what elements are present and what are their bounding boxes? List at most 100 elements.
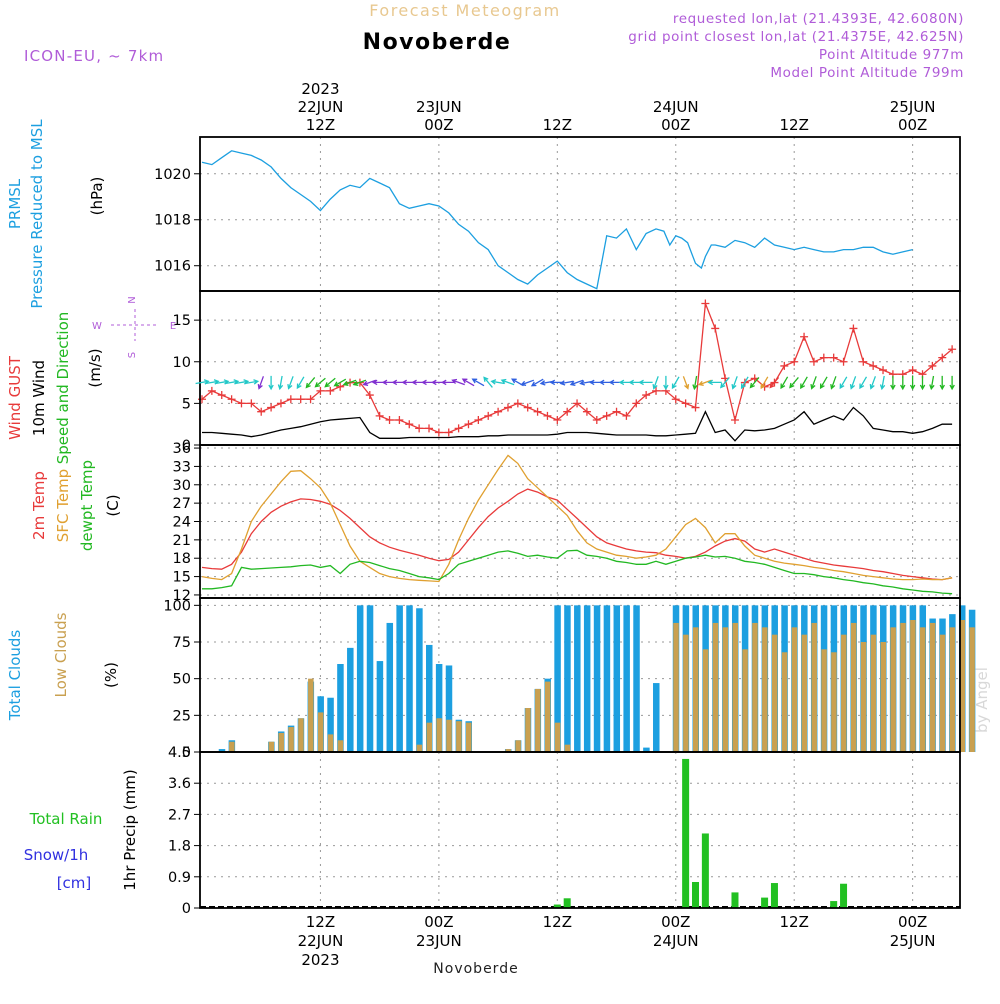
y-tick-label: 10 bbox=[173, 355, 191, 371]
time-label-top: 23JUN bbox=[416, 98, 462, 116]
wind-arrow bbox=[692, 375, 698, 391]
wind-arrow bbox=[769, 376, 780, 389]
wind-arrow bbox=[698, 379, 712, 386]
gust-marker bbox=[859, 357, 868, 366]
wind-arrow bbox=[277, 375, 284, 391]
rain-bar bbox=[682, 758, 690, 908]
gust-marker bbox=[809, 357, 818, 366]
gust-marker bbox=[336, 382, 345, 391]
gust-marker bbox=[484, 411, 493, 420]
wind-arrow bbox=[682, 376, 690, 390]
location-title: Novoberde bbox=[363, 30, 512, 55]
gust-marker bbox=[908, 366, 917, 375]
gust-marker bbox=[395, 416, 404, 425]
gust-marker bbox=[464, 420, 473, 429]
wind-arrow bbox=[451, 378, 465, 386]
gust-marker bbox=[237, 399, 246, 408]
rain-bar bbox=[830, 901, 838, 908]
time-label-bottom: 23JUN bbox=[416, 932, 462, 950]
y-tick-label: 1020 bbox=[154, 167, 191, 183]
low-cloud-bar bbox=[860, 642, 867, 752]
info-line: Point Altitude 977m bbox=[819, 47, 964, 63]
wind-arrow bbox=[559, 380, 574, 386]
gust-marker bbox=[711, 324, 720, 333]
gust-marker bbox=[227, 395, 236, 404]
y-tick-label: 0 bbox=[182, 438, 191, 454]
wind-arrow bbox=[789, 376, 799, 389]
low-cloud-bar bbox=[880, 642, 887, 752]
gust-marker bbox=[474, 416, 483, 425]
low-cloud-bar bbox=[436, 718, 442, 752]
panel-label: Pressure Reduced to MSL bbox=[28, 119, 46, 309]
wind-arrow bbox=[314, 377, 326, 388]
total-cloud-bar bbox=[406, 605, 413, 752]
gust-marker bbox=[296, 395, 305, 404]
gust-marker bbox=[257, 407, 266, 416]
wind-arrow bbox=[830, 376, 837, 390]
total-cloud-bar bbox=[416, 608, 423, 752]
gust-marker bbox=[543, 411, 552, 420]
gust-marker bbox=[434, 428, 443, 437]
gust-marker bbox=[553, 416, 562, 425]
panel-label: Total Clouds bbox=[6, 630, 24, 722]
y-tick-label: 4.5 bbox=[168, 745, 191, 761]
total-cloud-bar bbox=[603, 605, 611, 752]
low-cloud-bar bbox=[732, 622, 738, 752]
low-cloud-bar bbox=[959, 620, 965, 752]
gust-marker bbox=[503, 403, 512, 412]
gust-marker bbox=[819, 353, 828, 362]
wind-arrow bbox=[671, 376, 680, 390]
time-label-bottom: 12Z bbox=[543, 913, 572, 931]
wind-arrow bbox=[333, 378, 347, 387]
low-cloud-bar bbox=[850, 622, 857, 752]
gust-marker bbox=[780, 361, 789, 370]
wind-arrow bbox=[257, 376, 265, 390]
gust-marker bbox=[701, 299, 710, 308]
low-cloud-bar bbox=[949, 627, 956, 752]
y-tick-label: 1016 bbox=[154, 259, 191, 275]
wind-arrow bbox=[909, 375, 916, 391]
gust-marker bbox=[267, 403, 276, 412]
y-tick-label: 12 bbox=[173, 588, 191, 604]
gust-marker bbox=[454, 424, 463, 433]
gust-marker bbox=[632, 399, 641, 408]
gust-marker bbox=[592, 416, 601, 425]
gust-marker bbox=[839, 357, 848, 366]
low-cloud-bar bbox=[752, 622, 758, 752]
low-cloud-bar bbox=[416, 744, 423, 752]
wind-arrow bbox=[461, 378, 475, 387]
gust-marker bbox=[800, 332, 809, 341]
y-tick-label: 18 bbox=[173, 551, 191, 567]
gust-marker bbox=[207, 386, 216, 395]
total-cloud-bar bbox=[623, 605, 630, 752]
gust-marker bbox=[316, 386, 325, 395]
low-cloud-bar bbox=[535, 688, 541, 752]
gust-marker bbox=[247, 399, 256, 408]
info-line: requested lon,lat (21.4393E, 42.6080N) bbox=[673, 11, 964, 27]
gust-marker bbox=[829, 353, 838, 362]
wind-arrow bbox=[849, 376, 857, 390]
panel-precip: 0 0.9 1.8 2.7 3.6 4.5 Total Rain Snow/1h [cm] 1hr… bbox=[24, 745, 961, 917]
rain-bar bbox=[770, 883, 778, 908]
time-label-bottom: 25JUN bbox=[890, 932, 936, 950]
gust-marker bbox=[879, 366, 888, 375]
y-tick-label: 0 bbox=[182, 745, 191, 761]
low-cloud-bar bbox=[712, 622, 719, 752]
gust-marker bbox=[652, 386, 661, 395]
low-cloud-bar bbox=[554, 722, 561, 752]
gust-marker bbox=[326, 386, 335, 395]
panel-label: 1hr Precip (mm) bbox=[121, 769, 139, 890]
gust-marker bbox=[385, 416, 394, 425]
wind-arrow bbox=[919, 375, 926, 391]
panel-wind: 0 5 10 15 Wind GUST 10m Wind Speed and Directi… bbox=[6, 290, 961, 464]
gust-marker bbox=[415, 424, 424, 433]
gust-marker bbox=[928, 361, 937, 370]
rain-bar bbox=[701, 833, 709, 908]
time-label-top: 25JUN bbox=[890, 98, 936, 116]
total-cloud-bar bbox=[583, 605, 591, 752]
time-label-top: 22JUN bbox=[298, 98, 344, 116]
series-line-pressure bbox=[201, 150, 913, 290]
total-cloud-bar bbox=[376, 661, 384, 752]
low-cloud-bar bbox=[308, 678, 314, 752]
